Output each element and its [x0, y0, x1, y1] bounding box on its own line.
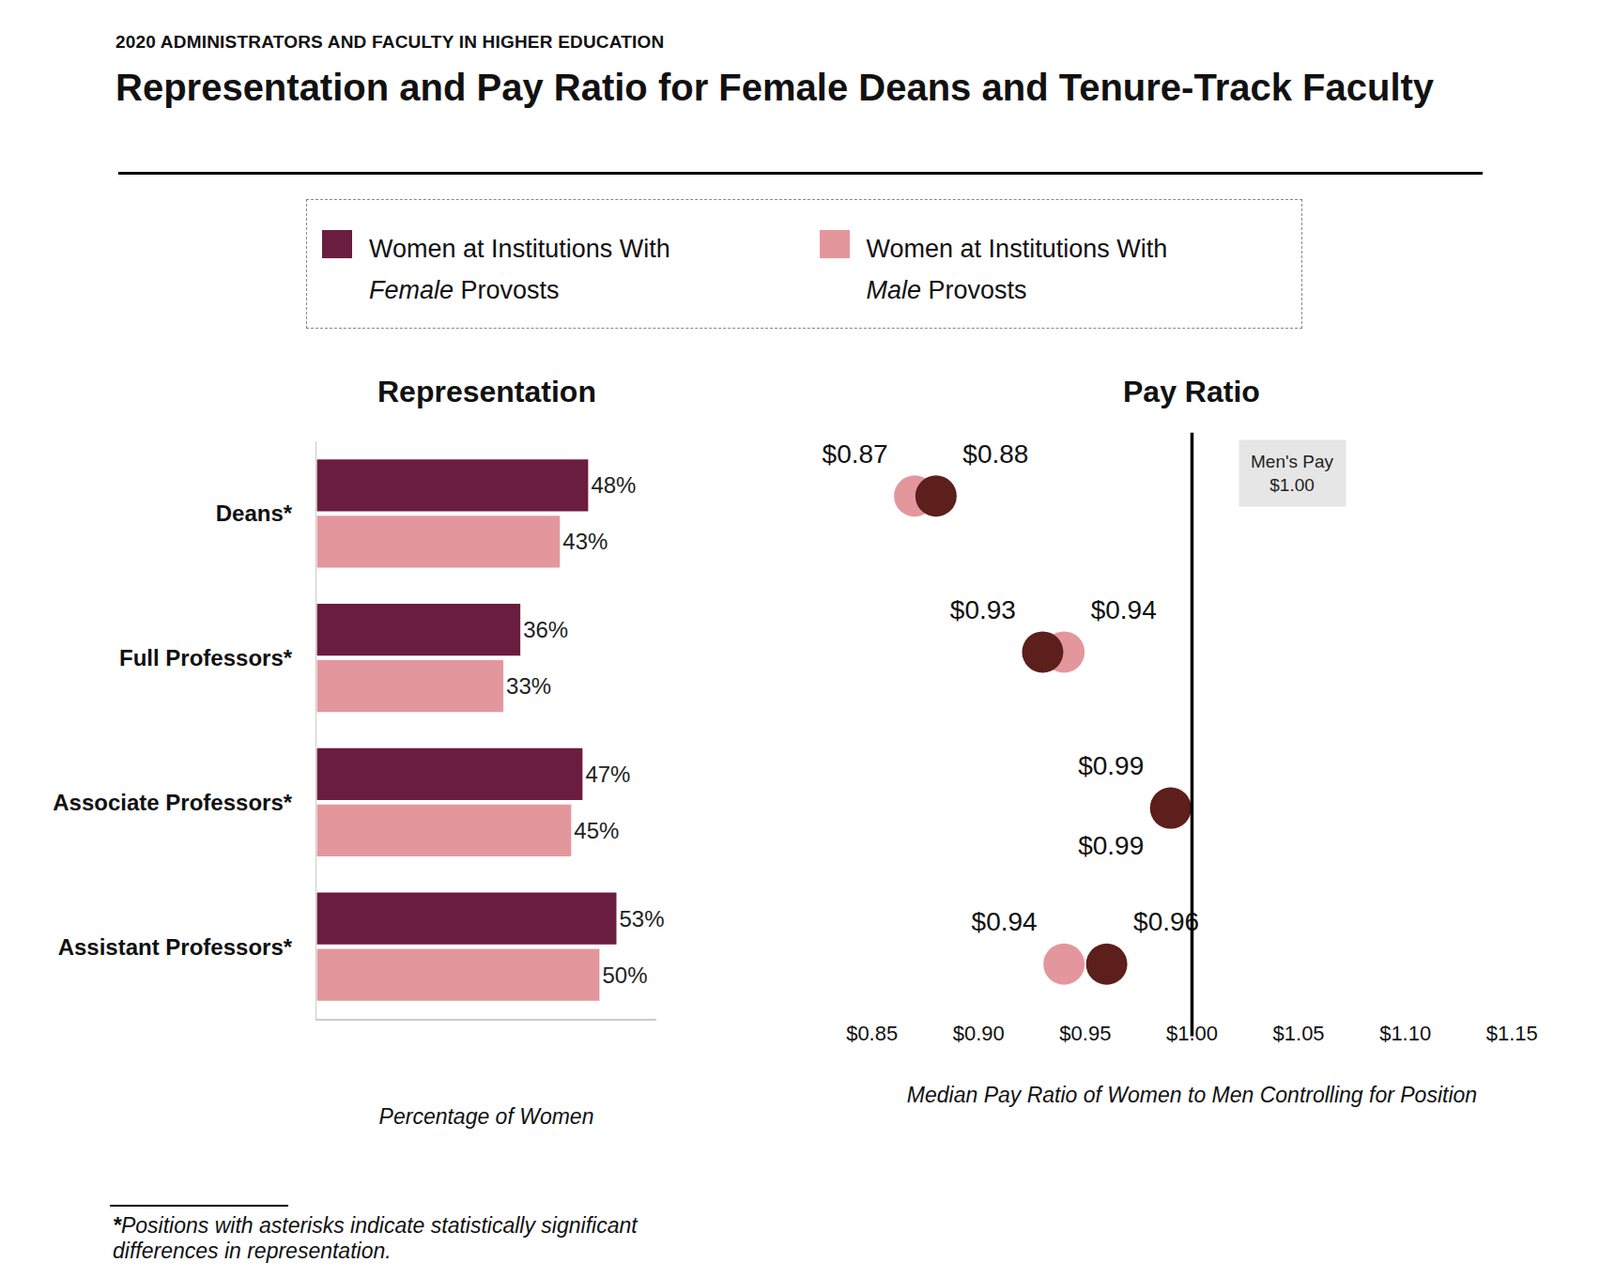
svg-text:Percentage of Women: Percentage of Women [379, 1104, 595, 1129]
svg-text:Associate Professors*: Associate Professors* [52, 789, 293, 816]
svg-text:$1.00: $1.00 [1166, 1021, 1218, 1046]
html-text:Women at Institutions With: Women at Institutions With [369, 234, 671, 263]
svg-text:33%: 33% [506, 673, 552, 699]
svg-text:$1.05: $1.05 [1273, 1021, 1325, 1046]
svg-text:47%: 47% [584, 761, 631, 787]
svg-text:$0.88: $0.88 [962, 439, 1029, 469]
svg-text:Representation: Representation [377, 374, 597, 409]
svg-text:Median Pay Ratio of Women to M: Median Pay Ratio of Women to Men Control… [907, 1082, 1477, 1108]
html-text:* Positions with asterisks ind: * Positions with asterisks indicate stat… [112, 1213, 638, 1263]
svg-text:36%: 36% [523, 616, 569, 643]
svg-text:45%: 45% [573, 817, 619, 844]
svg-text:$0.90: $0.90 [953, 1021, 1005, 1046]
html-text:Female Provosts: Female Provosts [369, 276, 560, 305]
svg-text:$0.94: $0.94 [1091, 595, 1157, 625]
html-text:Women at Institutions With: Women at Institutions With [866, 234, 1168, 263]
svg-text:$1.15: $1.15 [1486, 1021, 1539, 1046]
svg-text:$1.10: $1.10 [1379, 1021, 1431, 1046]
svg-text:50%: 50% [601, 962, 647, 988]
svg-text:$0.87: $0.87 [822, 439, 889, 469]
svg-text:$0.85: $0.85 [846, 1021, 898, 1046]
html-text:Male Provosts: Male Provosts [866, 276, 1027, 305]
svg-text:Pay Ratio: Pay Ratio [1123, 374, 1261, 409]
svg-text:Assistant Professors*: Assistant Professors* [58, 934, 293, 960]
svg-text:43%: 43% [562, 528, 608, 554]
svg-text:$0.93: $0.93 [950, 595, 1016, 625]
svg-text:$0.99: $0.99 [1077, 751, 1144, 781]
svg-text:53%: 53% [618, 906, 664, 932]
html-text:2020 ADMINISTRATORS AND FACULT: 2020 ADMINISTRATORS AND FACULTY IN HIGHE… [115, 31, 665, 52]
html-text:Representation and Pay Ratio f: Representation and Pay Ratio for Female … [115, 66, 1434, 108]
svg-text:Men's Pay$1.00: Men's Pay$1.00 [1250, 451, 1335, 495]
svg-text:48%: 48% [590, 472, 636, 498]
svg-text:$0.99: $0.99 [1077, 830, 1144, 861]
svg-text:$0.96: $0.96 [1133, 907, 1200, 937]
svg-text:Full Professors*: Full Professors* [119, 645, 293, 671]
svg-text:Deans*: Deans* [215, 500, 293, 526]
svg-text:$0.94: $0.94 [971, 907, 1038, 937]
svg-text:$0.95: $0.95 [1059, 1021, 1111, 1046]
